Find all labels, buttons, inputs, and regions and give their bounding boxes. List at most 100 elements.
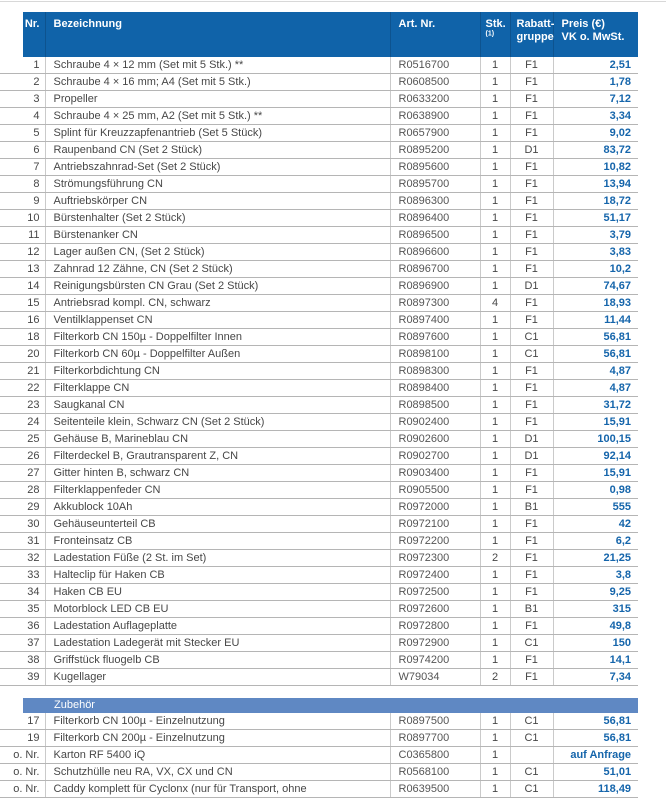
cell-bezeichnung: Ventilklappenset CN — [45, 311, 391, 329]
table-row: 24 Seitenteile klein, Schwarz CN (Set 2 … — [0, 413, 638, 431]
cell-rabattgruppe: C1 — [510, 328, 554, 346]
cell-rabattgruppe — [510, 746, 554, 764]
header-stk: Stk.(1) — [480, 12, 511, 57]
cell-nr: 3 — [0, 90, 46, 108]
cell-stk: 1 — [480, 192, 511, 210]
cell-bezeichnung: Schraube 4 × 12 mm (Set mit 5 Stk.) ** — [45, 57, 391, 74]
cell-nr: 8 — [0, 175, 46, 193]
table-row: 9 Auftriebskörper CN R0896300 1 F1 18,72 — [0, 192, 638, 210]
cell-stk: 1 — [480, 583, 511, 601]
cell-preis: 83,72 — [553, 141, 638, 159]
table-row: 6 Raupenband CN (Set 2 Stück) R0895200 1… — [0, 141, 638, 159]
cell-nr: 20 — [0, 345, 46, 363]
cell-bezeichnung: Bürstenhalter (Set 2 Stück) — [45, 209, 391, 227]
table-row: 38 Griffstück fluogelb CB R0974200 1 F1 … — [0, 651, 638, 669]
table-row: 29 Akkublock 10Ah R0972000 1 B1 555 — [0, 498, 638, 516]
table-row: 22 Filterklappe CN R0898400 1 F1 4,87 — [0, 379, 638, 397]
header-art-nr-label: Art. Nr. — [398, 18, 436, 30]
cell-preis: 51,17 — [553, 209, 638, 227]
section-header-row: Zubehör — [0, 698, 639, 713]
cell-bezeichnung: Seitenteile klein, Schwarz CN (Set 2 Stü… — [45, 413, 391, 431]
table-row: 15 Antriebsrad kompl. CN, schwarz R08973… — [0, 294, 638, 312]
cell-art-nr: W79034 — [390, 668, 481, 686]
cell-nr: 24 — [0, 413, 46, 431]
cell-preis: 9,25 — [553, 583, 638, 601]
cell-stk: 1 — [480, 532, 511, 550]
cell-rabattgruppe: D1 — [510, 447, 554, 465]
cell-rabattgruppe: F1 — [510, 379, 554, 397]
cell-rabattgruppe: D1 — [510, 141, 554, 159]
header-preis-line1: Preis (€) — [561, 18, 605, 30]
table-row: 3 Propeller R0633200 1 F1 7,12 — [0, 90, 638, 108]
cell-preis: 14,1 — [553, 651, 638, 669]
header-nr: Nr. — [0, 12, 46, 57]
table-row: 37 Ladestation Ladegerät mit Stecker EU … — [0, 634, 638, 652]
cell-preis: 10,2 — [553, 260, 638, 278]
cell-nr: 22 — [0, 379, 46, 397]
table-row: o. Nr. Schutzhülle neu RA, VX, CX und CN… — [0, 763, 639, 781]
cell-stk: 1 — [480, 651, 511, 669]
cell-preis: 51,01 — [553, 763, 639, 781]
cell-rabattgruppe: F1 — [510, 464, 554, 482]
cell-art-nr: R0608500 — [390, 73, 481, 91]
cell-stk: 1 — [480, 413, 511, 431]
cell-nr: o. Nr. — [0, 763, 46, 781]
cell-preis: 150 — [553, 634, 638, 652]
table-row: 10 Bürstenhalter (Set 2 Stück) R0896400 … — [0, 209, 638, 227]
cell-bezeichnung: Schraube 4 × 25 mm, A2 (Set mit 5 Stk.) … — [45, 107, 391, 125]
cell-art-nr: R0897500 — [390, 713, 481, 730]
cell-bezeichnung: Lager außen CN, (Set 2 Stück) — [45, 243, 391, 261]
cell-nr: 38 — [0, 651, 46, 669]
cell-rabattgruppe: C1 — [510, 729, 554, 747]
table-row: 8 Strömungsführung CN R0895700 1 F1 13,9… — [0, 175, 638, 193]
header-stk-label: Stk. — [485, 18, 506, 30]
cell-preis: 49,8 — [553, 617, 638, 635]
cell-stk: 1 — [480, 277, 511, 295]
cell-rabattgruppe: F1 — [510, 90, 554, 108]
cell-preis: 4,87 — [553, 362, 638, 380]
cell-preis: 56,81 — [553, 328, 638, 346]
cell-bezeichnung: Saugkanal CN — [45, 396, 391, 414]
cell-rabattgruppe: C1 — [510, 780, 554, 798]
table-row: 35 Motorblock LED CB EU R0972600 1 B1 31… — [0, 600, 638, 618]
cell-preis: 3,8 — [553, 566, 638, 584]
cell-stk: 2 — [480, 668, 511, 686]
cell-preis: 7,34 — [553, 668, 638, 686]
cell-art-nr: R0898100 — [390, 345, 481, 363]
cell-art-nr: R0657900 — [390, 124, 481, 142]
cell-nr: 6 — [0, 141, 46, 159]
cell-stk: 1 — [480, 780, 511, 798]
cell-stk: 1 — [480, 763, 511, 781]
cell-stk: 1 — [480, 566, 511, 584]
cell-bezeichnung: Halteclip für Haken CB — [45, 566, 391, 584]
cell-stk: 4 — [480, 294, 511, 312]
cell-stk: 1 — [480, 481, 511, 499]
cell-bezeichnung: Filterklappe CN — [45, 379, 391, 397]
table-row: 39 Kugellager W79034 2 F1 7,34 — [0, 668, 638, 686]
cell-art-nr: R0974200 — [390, 651, 481, 669]
cell-art-nr: R0896900 — [390, 277, 481, 295]
cell-nr: o. Nr. — [0, 746, 46, 764]
cell-art-nr: R0895600 — [390, 158, 481, 176]
cell-bezeichnung: Auftriebskörper CN — [45, 192, 391, 210]
cell-rabattgruppe: F1 — [510, 158, 554, 176]
header-bezeichnung-label: Bezeichnung — [53, 18, 122, 30]
cell-nr: 5 — [0, 124, 46, 142]
cell-preis: 21,25 — [553, 549, 638, 567]
cell-stk: 1 — [480, 746, 511, 764]
cell-art-nr: R0972100 — [390, 515, 481, 533]
cell-stk: 1 — [480, 141, 511, 159]
cell-nr: 9 — [0, 192, 46, 210]
cell-nr: 14 — [0, 277, 46, 295]
cell-bezeichnung: Filterdeckel B, Grautransparent Z, CN — [45, 447, 391, 465]
cell-nr: 13 — [0, 260, 46, 278]
cell-preis: 3,83 — [553, 243, 638, 261]
cell-stk: 1 — [480, 713, 511, 730]
cell-preis: 1,78 — [553, 73, 638, 91]
cell-art-nr: R0972200 — [390, 532, 481, 550]
cell-art-nr: R0972500 — [390, 583, 481, 601]
cell-nr: 2 — [0, 73, 46, 91]
cell-rabattgruppe: C1 — [510, 763, 554, 781]
header-preis-line2: VK o. MwSt. — [561, 31, 625, 43]
